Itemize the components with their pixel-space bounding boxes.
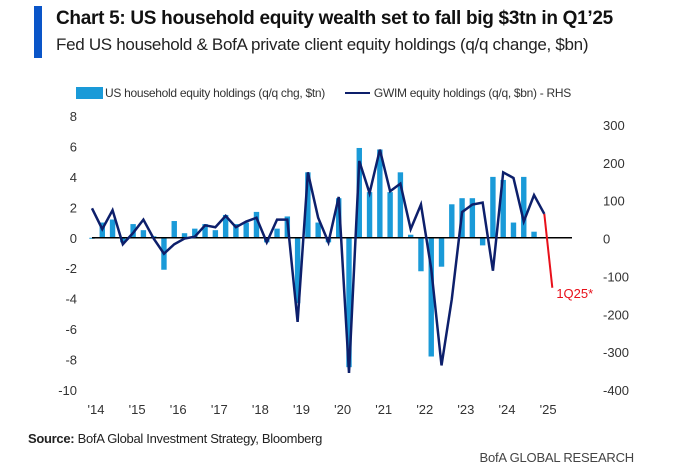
source-note: Source: BofA Global Investment Strategy,…	[28, 431, 322, 446]
source-text: BofA Global Investment Strategy, Bloombe…	[74, 431, 323, 446]
bar	[490, 176, 496, 238]
bar	[356, 147, 362, 238]
bar	[315, 222, 321, 238]
forecast-annotation: 1Q25*	[556, 286, 593, 301]
x-tick-label: '23	[457, 402, 474, 417]
x-tick-label: '15	[129, 402, 146, 417]
bar	[233, 224, 239, 238]
x-tick-label: '22	[416, 402, 433, 417]
bar	[510, 222, 517, 238]
bar	[253, 211, 260, 238]
bar	[418, 237, 424, 272]
bar-series	[89, 147, 537, 368]
bar	[428, 237, 434, 357]
left-tick-label: 6	[70, 139, 77, 154]
chart-subtitle: Fed US household & BofA private client e…	[56, 35, 589, 54]
bar	[469, 198, 476, 238]
legend-bar-swatch	[76, 87, 103, 99]
x-tick-label: '20	[334, 402, 351, 417]
bar	[140, 230, 147, 238]
bar	[500, 179, 506, 238]
bar	[212, 230, 219, 238]
title-accent-bar	[34, 6, 42, 58]
bar	[387, 192, 393, 238]
bar	[449, 204, 455, 238]
left-tick-label: -4	[65, 292, 77, 307]
left-tick-label: 2	[70, 200, 77, 215]
right-tick-label: 200	[603, 156, 625, 171]
bar	[366, 192, 373, 238]
x-tick-label: '14	[88, 402, 105, 417]
x-tick-label: '21	[375, 402, 392, 417]
legend-line-swatch	[344, 92, 370, 94]
right-tick-label: -200	[603, 307, 629, 322]
source-label: Source:	[28, 431, 75, 446]
bar	[438, 237, 445, 267]
legend: US household equity holdings (q/q chg, $…	[76, 86, 571, 100]
bar	[479, 237, 486, 246]
left-tick-label: -8	[65, 353, 77, 368]
bar	[294, 237, 301, 304]
x-axis: '14 '15 '16 '17 '18 '19 '20 '21 '22 '23 '24 '25	[88, 402, 557, 417]
bar	[377, 149, 383, 238]
left-tick-label: -10	[58, 383, 77, 398]
bar	[531, 231, 537, 238]
x-tick-label: '24	[499, 402, 516, 417]
right-tick-label: 300	[603, 118, 625, 133]
left-axis: 8 6 4 2 0 -2 -4 -6 -8 -10	[58, 109, 77, 398]
chart-title: Chart 5: US household equity wealth set …	[56, 8, 613, 29]
forecast-line	[543, 213, 554, 288]
bar	[397, 172, 404, 238]
x-tick-label: '25	[540, 402, 557, 417]
bar	[346, 237, 352, 368]
bar	[192, 228, 198, 238]
right-tick-label: 100	[603, 194, 625, 209]
bar	[305, 172, 311, 238]
bar	[109, 219, 116, 238]
bar	[521, 176, 527, 238]
bar	[222, 214, 229, 238]
gwim-line	[90, 149, 546, 374]
line-series: 1Q25*	[90, 149, 593, 374]
right-tick-label: 0	[603, 232, 610, 247]
x-tick-label: '17	[211, 402, 228, 417]
left-tick-label: -6	[65, 322, 77, 337]
right-tick-label: -300	[603, 345, 629, 360]
bar	[274, 228, 280, 238]
bar	[243, 222, 249, 238]
bar	[202, 224, 208, 238]
x-tick-label: '16	[170, 402, 187, 417]
left-tick-label: -2	[65, 261, 77, 276]
right-axis: 300 200 100 0 -100 -200 -300 -400	[603, 118, 629, 398]
left-tick-label: 8	[70, 109, 77, 124]
right-tick-label: -100	[603, 269, 629, 284]
right-tick-label: -400	[603, 383, 629, 398]
left-tick-label: 0	[70, 231, 77, 246]
bar	[407, 234, 414, 238]
bar	[171, 221, 177, 238]
x-tick-label: '19	[293, 402, 310, 417]
legend-bar-label: US household equity holdings (q/q chg, $…	[105, 86, 325, 100]
legend-line-label: GWIM equity holdings (q/q, $bn) - RHS	[373, 86, 571, 100]
bar	[181, 233, 188, 238]
brand-footer: BofA GLOBAL RESEARCH	[479, 450, 635, 465]
left-tick-label: 4	[70, 170, 77, 185]
x-tick-label: '18	[252, 402, 269, 417]
